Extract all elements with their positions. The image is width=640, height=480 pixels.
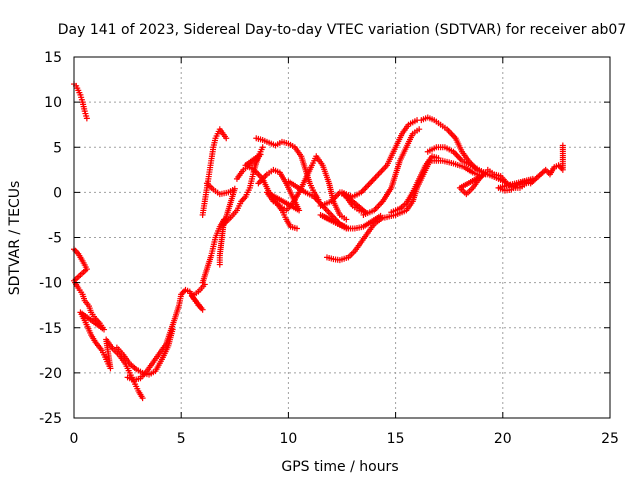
y-tick-label: -5 [48,231,62,247]
data-point-marker [216,261,223,268]
data-point-marker [259,144,266,151]
y-tick-label: 5 [53,140,62,156]
data-point-marker [223,135,230,142]
x-tick-label: 25 [601,431,619,447]
y-tick-label: -15 [39,321,62,337]
x-axis-label: GPS time / hours [281,459,398,475]
y-tick-label: -10 [39,276,62,292]
x-tick-label: 15 [387,431,405,447]
y-tick-label: -20 [39,366,62,382]
axis-ticks: 0 5 10 15 20 25 -25 -20 -15 -10 -5 0 5 10 15 [39,50,619,447]
x-tick-label: 10 [279,431,297,447]
y-axis-label: SDTVAR / TECUs [7,181,23,296]
x-tick-label: 0 [70,431,79,447]
data-point-marker [559,142,566,149]
data-points [71,81,566,402]
data-point-marker [139,395,146,402]
data-point-marker [293,225,300,232]
chart-title: Day 141 of 2023, Sidereal Day-to-day VTE… [58,22,627,38]
data-point-marker [416,126,423,133]
x-tick-label: 20 [494,431,512,447]
y-tick-label: 10 [44,95,62,111]
data-point-marker [343,216,350,223]
data-point-marker [83,115,90,122]
x-tick-label: 5 [177,431,186,447]
grid-lines [74,57,610,418]
y-tick-label: 0 [53,185,62,201]
y-tick-label: -25 [39,411,62,427]
y-tick-label: 15 [44,50,62,66]
